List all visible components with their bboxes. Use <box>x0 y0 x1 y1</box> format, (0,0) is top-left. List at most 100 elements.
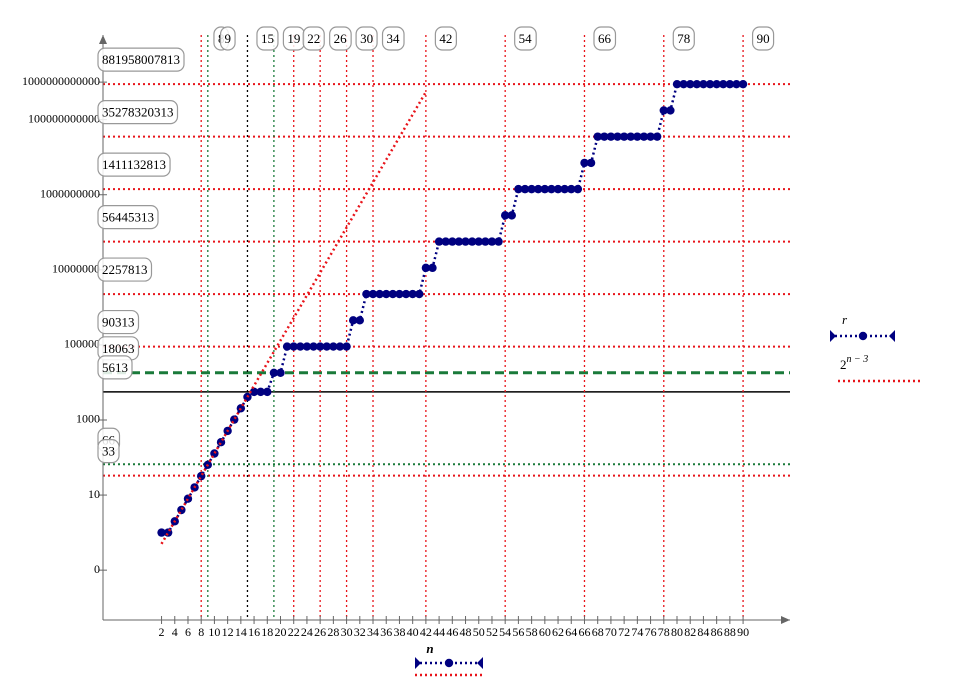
x-tick-label: 14 <box>235 625 247 639</box>
x-tick-label: 68 <box>592 625 604 639</box>
h-line-label: 18063 <box>97 336 140 361</box>
x-axis-label: n <box>426 641 433 656</box>
x-tick-label: 80 <box>671 625 683 639</box>
v-line-label-text: 15 <box>261 31 274 46</box>
v-line-label-box <box>434 26 457 51</box>
data-point <box>725 79 735 89</box>
x-tick-label: 32 <box>354 625 366 639</box>
x-tick-label: 54 <box>499 625 511 639</box>
x-tick-label: 56 <box>512 625 524 639</box>
data-point <box>408 289 417 299</box>
x-tick-label: 64 <box>565 625 577 639</box>
y-tick-label: 100000000000 <box>28 111 100 125</box>
data-point <box>692 79 702 89</box>
data-point <box>355 316 364 325</box>
data-point <box>230 415 239 424</box>
legend-swatch-marker <box>858 331 868 341</box>
data-point <box>712 79 721 89</box>
v-line-label: 78 <box>672 26 695 51</box>
h-line-label-text: 90313 <box>102 315 135 330</box>
v-line-label: 30 <box>355 26 378 51</box>
x-tick-label: 82 <box>684 625 696 639</box>
data-point <box>659 106 668 115</box>
h-line-label-box <box>97 438 120 464</box>
x-tick-label: 10 <box>208 625 220 639</box>
v-line-label-box <box>219 26 236 51</box>
data-point <box>448 237 457 246</box>
h-line-label-box <box>97 309 140 335</box>
v-line-label-text: 26 <box>334 31 348 46</box>
data-point <box>382 289 391 299</box>
h-line-label-box <box>97 257 153 282</box>
data-point <box>580 158 589 168</box>
x-tick-label: 24 <box>301 625 313 639</box>
data-point <box>600 132 609 141</box>
x-tick-label: 12 <box>222 625 234 639</box>
x-tick-label: 22 <box>288 625 300 639</box>
data-point <box>348 316 358 325</box>
x-tick-label: 72 <box>618 625 630 639</box>
x-tick-label: 78 <box>658 625 670 639</box>
data-point <box>428 263 437 273</box>
data-point <box>461 237 470 246</box>
data-point <box>263 387 272 397</box>
x-tick-label: 4 <box>172 625 178 639</box>
h-line-label-text: 56445313 <box>102 210 154 225</box>
y-tick-label: 10 <box>88 487 100 501</box>
data-point <box>738 79 748 89</box>
v-line-label-box <box>381 26 405 51</box>
x-tick-label: 84 <box>697 625 709 639</box>
v-line-label: 34 <box>381 26 405 51</box>
data-point <box>527 184 536 194</box>
x-tick-label: 40 <box>407 625 419 639</box>
h-line-label-text: 2257813 <box>102 262 148 277</box>
v-line-label: 9 <box>219 26 236 51</box>
legend-label-exponent: n − 3 <box>847 354 869 365</box>
y-tick-label: 1000000000 <box>40 186 100 200</box>
h-line-label: 33 <box>97 438 120 464</box>
data-point <box>732 79 741 89</box>
data-point <box>672 79 682 89</box>
v-line-label-text: 54 <box>519 31 533 46</box>
x-label-swatch-marker <box>444 658 454 668</box>
data-point <box>375 289 384 299</box>
data-point <box>249 387 259 397</box>
data-point <box>547 184 556 194</box>
data-point <box>276 368 285 378</box>
h-line-label: 881958007813 <box>97 47 185 72</box>
v-line-label: 66 <box>593 26 617 51</box>
data-point <box>633 132 642 141</box>
data-point <box>302 342 312 351</box>
data-point <box>487 237 497 246</box>
data-point <box>507 211 516 220</box>
v-line-label: 19 <box>282 26 305 51</box>
data-point <box>494 237 503 246</box>
legend-label: r <box>842 312 848 327</box>
x-tick-label: 18 <box>261 625 273 639</box>
data-point <box>666 106 675 115</box>
x-tick-label: 28 <box>327 625 339 639</box>
h-line-label: 1411132813 <box>97 152 171 177</box>
data-point <box>335 342 345 351</box>
x-tick-label: 52 <box>486 625 498 639</box>
x-tick-label: 50 <box>473 625 485 639</box>
data-point <box>686 79 695 89</box>
v-line-label-text: 9 <box>225 31 232 46</box>
x-tick-label: 66 <box>578 625 590 639</box>
x-tick-label: 90 <box>737 625 749 639</box>
v-line-label-text: 78 <box>677 31 690 46</box>
v-line-label: 26 <box>329 26 352 51</box>
data-point <box>342 342 351 351</box>
v-line-label-text: 19 <box>287 31 300 46</box>
data-point <box>157 528 166 537</box>
x-tick-label: 26 <box>314 625 326 639</box>
data-point <box>705 79 715 89</box>
v-line-label: 42 <box>434 26 457 51</box>
legend-label-base: 2 <box>840 357 847 372</box>
x-tick-label: 20 <box>274 625 286 639</box>
x-tick-label: 16 <box>248 625 260 639</box>
h-line-label: 35278320313 <box>97 100 179 125</box>
y-axis-arrow <box>99 35 107 44</box>
v-line-label: 15 <box>256 26 279 51</box>
h-line-label: 2257813 <box>97 257 153 282</box>
